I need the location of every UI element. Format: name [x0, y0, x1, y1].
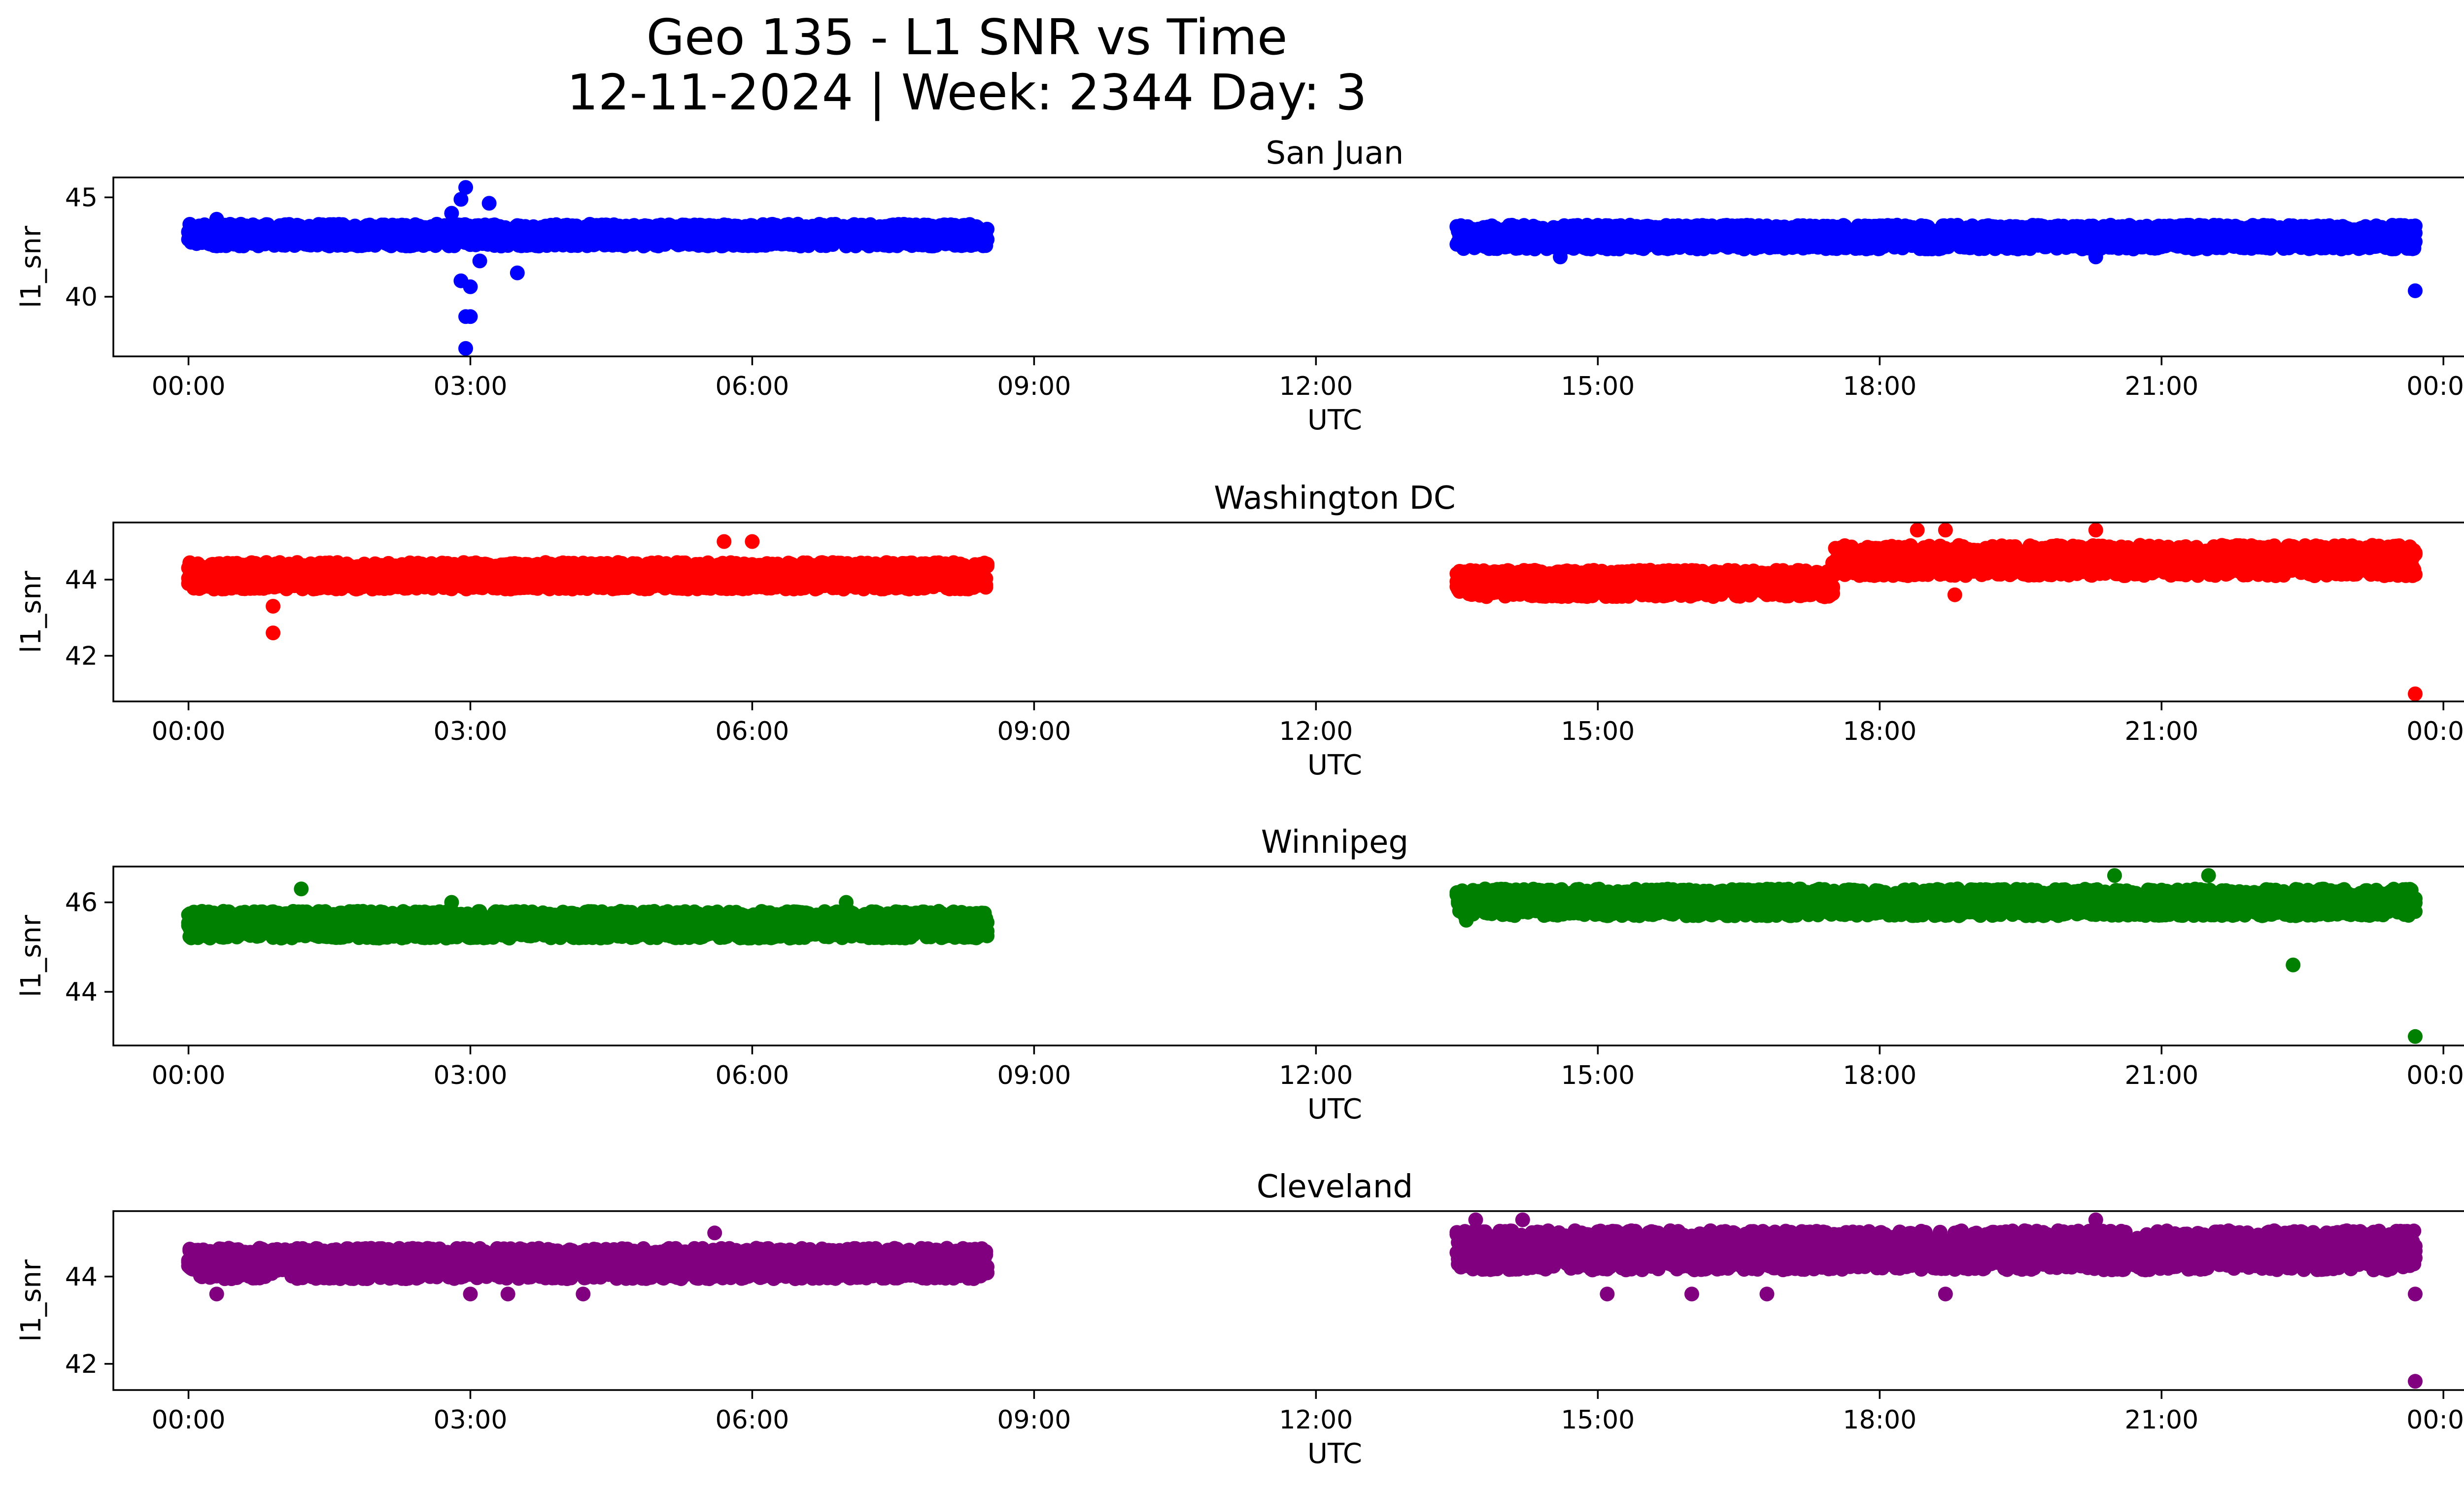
data-point-outlier: [444, 206, 459, 221]
data-point-outlier: [463, 279, 478, 294]
y-axis-label: l1_snr: [15, 225, 47, 308]
x-tick-label: 15:00: [1561, 372, 1635, 401]
figure-title-line-1: Geo 135 - L1 SNR vs Time: [647, 8, 1288, 66]
y-tick-label: 40: [65, 282, 98, 312]
figure-title-line-2: 12-11-2024 | Week: 2344 Day: 3: [567, 64, 1367, 121]
subplot-title: Washington DC: [1214, 480, 1455, 517]
y-tick-label: 45: [65, 183, 98, 212]
x-tick-label: 00:00: [152, 372, 226, 401]
data-point-outlier: [458, 341, 473, 356]
data-point-outlier: [209, 212, 224, 227]
x-tick-label: 03:00: [434, 372, 508, 401]
x-tick-label: 21:00: [2124, 372, 2198, 401]
x-tick-label: 00:00: [2406, 372, 2464, 401]
data-point-outlier: [2088, 249, 2103, 264]
x-tick-label: 18:00: [1843, 372, 1916, 401]
x-tick-label: 09:00: [997, 372, 1071, 401]
subplot-title: San Juan: [1266, 135, 1404, 172]
data-point-outlier: [510, 266, 525, 280]
data-point-outlier: [482, 196, 497, 210]
x-tick-label: 06:00: [716, 372, 789, 401]
data-point: [2408, 226, 2423, 241]
data-point-outlier: [1553, 249, 1568, 264]
x-axis-label: UTC: [1307, 404, 1362, 436]
data-point-outlier: [473, 253, 487, 268]
data-point-outlier: [2408, 283, 2423, 298]
data-point-outlier: [463, 309, 478, 324]
data-point-outlier: [453, 192, 468, 207]
x-tick-label: 12:00: [1279, 372, 1353, 401]
data-point: [980, 222, 994, 237]
